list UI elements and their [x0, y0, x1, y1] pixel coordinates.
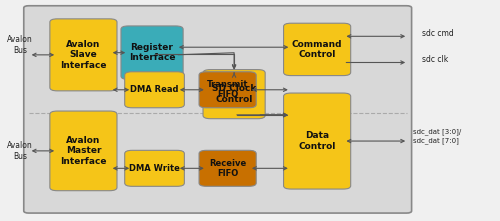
FancyBboxPatch shape	[199, 150, 256, 186]
Text: sdc clk: sdc clk	[422, 55, 448, 64]
Text: Avalon
Slave
Interface: Avalon Slave Interface	[60, 40, 106, 70]
Text: Avalon
Bus: Avalon Bus	[8, 141, 33, 161]
Text: sdc_dat [7:0]: sdc_dat [7:0]	[413, 138, 459, 145]
FancyBboxPatch shape	[124, 150, 184, 186]
Text: sdc cmd: sdc cmd	[422, 29, 454, 38]
FancyBboxPatch shape	[50, 19, 117, 91]
Text: Transmit
FIFO: Transmit FIFO	[207, 80, 248, 99]
FancyBboxPatch shape	[124, 72, 184, 108]
Text: Receive
FIFO: Receive FIFO	[209, 159, 246, 178]
FancyBboxPatch shape	[121, 26, 183, 79]
Text: Avalon
Master
Interface: Avalon Master Interface	[60, 136, 106, 166]
FancyBboxPatch shape	[284, 93, 350, 189]
Text: Avalon
Bus: Avalon Bus	[8, 35, 33, 55]
Text: Register
Interface: Register Interface	[129, 43, 176, 62]
Text: Command
Control: Command Control	[292, 40, 343, 59]
FancyBboxPatch shape	[199, 72, 256, 108]
FancyBboxPatch shape	[203, 70, 265, 119]
Text: DMA Write: DMA Write	[129, 164, 180, 173]
Text: SD Clock
Control: SD Clock Control	[212, 84, 256, 104]
FancyBboxPatch shape	[284, 23, 350, 76]
Text: DMA Read: DMA Read	[130, 85, 179, 94]
Text: sdc_dat [3:0]/: sdc_dat [3:0]/	[413, 128, 462, 135]
FancyBboxPatch shape	[50, 111, 117, 191]
FancyBboxPatch shape	[24, 6, 411, 213]
Text: Data
Control: Data Control	[298, 131, 336, 151]
